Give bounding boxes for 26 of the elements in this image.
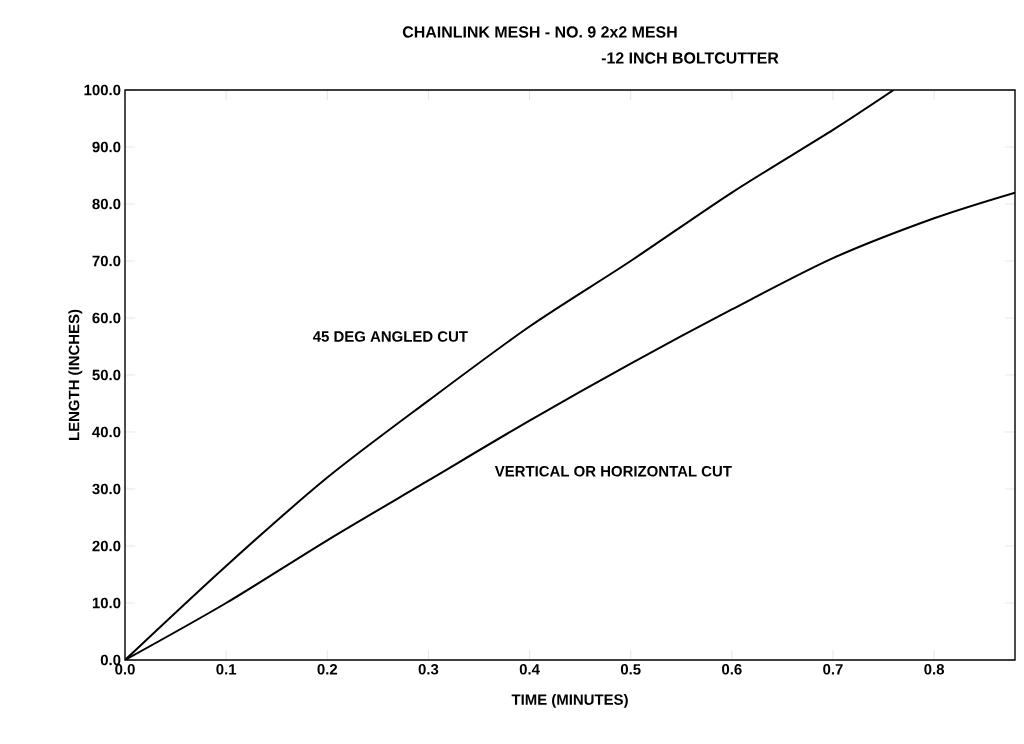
x-axis-title: TIME (MINUTES) <box>511 693 628 708</box>
y-tick-label: 20.0 <box>92 540 121 552</box>
y-tick-label: 90.0 <box>92 141 121 153</box>
y-tick-label: 80.0 <box>92 198 121 210</box>
series-label: VERTICAL OR HORIZONTAL CUT <box>494 465 732 477</box>
x-tick-label: 0.0 <box>115 664 135 675</box>
chart-subtitle: -12 INCH BOLTCUTTER <box>601 52 779 64</box>
y-tick-label: 100.0 <box>84 84 121 96</box>
y-tick-label: 30.0 <box>92 483 121 495</box>
x-tick-label: 0.1 <box>216 664 237 675</box>
x-tick-label: 0.6 <box>722 664 742 675</box>
chart-title: CHAINLINK MESH - NO. 9 2x2 MESH <box>402 26 677 38</box>
y-axis-title: LENGTH (INCHES) <box>68 309 83 440</box>
y-tick-label: 70.0 <box>92 255 121 267</box>
series-label: 45 DEG ANGLED CUT <box>312 331 468 342</box>
x-tick-label: 0.3 <box>418 664 439 675</box>
y-tick-label: 60.0 <box>92 312 121 324</box>
y-tick-label: 40.0 <box>92 426 121 438</box>
x-tick-label: 0.8 <box>924 664 945 675</box>
y-tick-label: 10.0 <box>92 597 121 609</box>
y-tick-label: 50.0 <box>92 369 121 381</box>
x-tick-label: 0.2 <box>317 664 338 675</box>
x-tick-label: 0.4 <box>519 664 540 675</box>
y-tick-label: 0.0 <box>100 654 121 666</box>
x-tick-label: 0.5 <box>620 664 641 675</box>
x-tick-label: 0.7 <box>823 664 843 675</box>
